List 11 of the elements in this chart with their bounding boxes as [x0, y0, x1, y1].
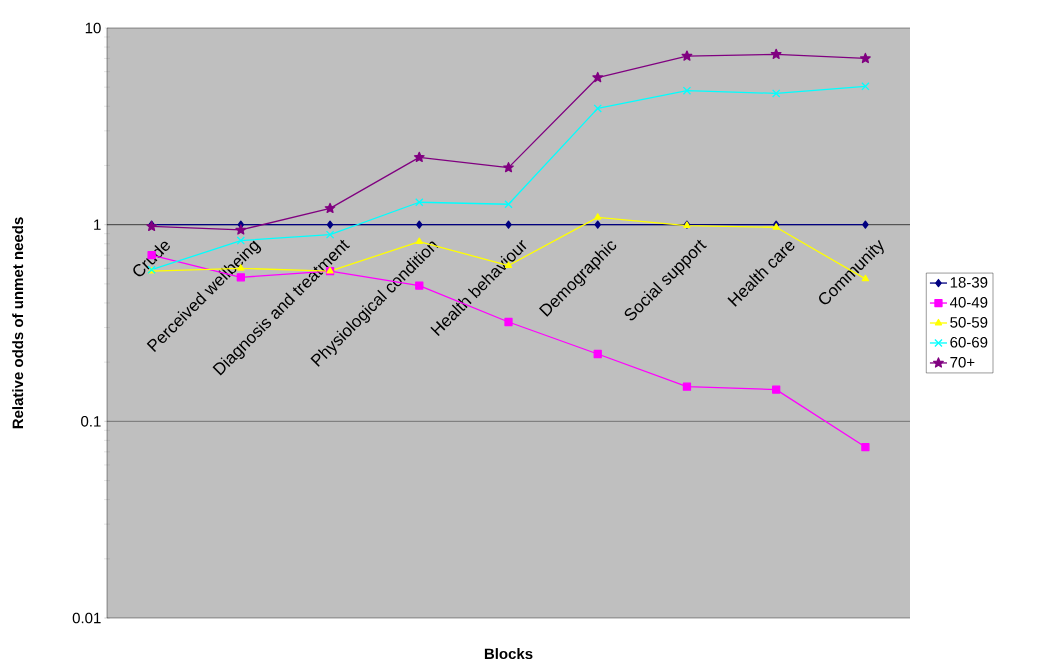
y-tick-label: 10 [85, 22, 101, 34]
y-tick-label: 0.01 [72, 612, 101, 624]
x-axis-title: Blocks [484, 648, 533, 660]
legend-label: 60-69 [950, 336, 988, 348]
y-axis-title: Relative odds of unmet needs [12, 217, 24, 429]
y-tick-label: 0.1 [81, 416, 101, 427]
legend-label: 50-59 [950, 317, 988, 328]
y-tick-label: 1 [94, 219, 101, 230]
legend-label: 18-39 [950, 277, 988, 288]
legend-label: 70+ [950, 356, 975, 368]
legend-label: 40-49 [949, 297, 988, 308]
